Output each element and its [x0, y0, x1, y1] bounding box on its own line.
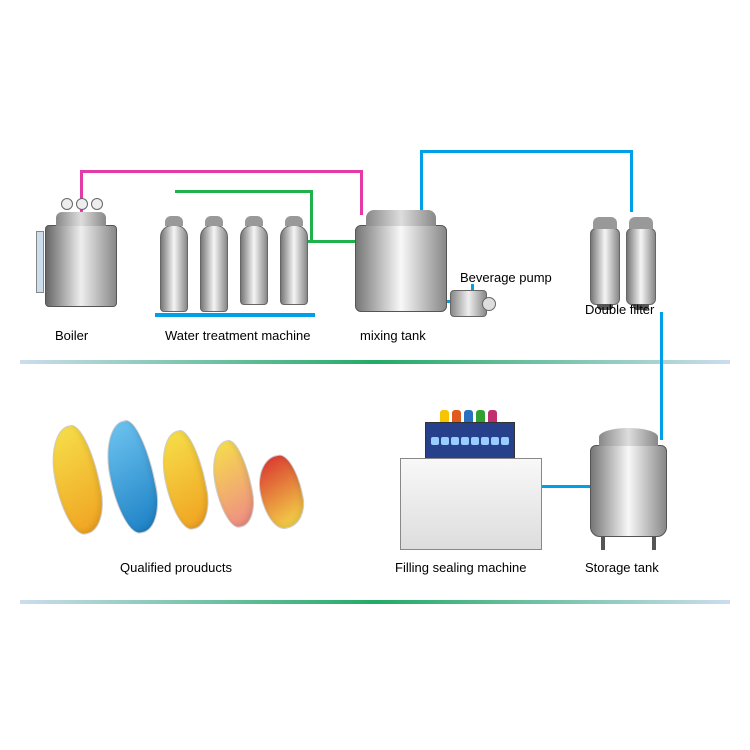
product-pouch: [44, 422, 110, 539]
filling-control-panel: [425, 422, 515, 460]
product-pouch: [155, 427, 215, 533]
label-qualified-products: Qualified prouducts: [120, 560, 232, 575]
filling-sealing-machine: [400, 410, 540, 550]
boiler: [45, 225, 117, 307]
label-water-treatment: Water treatment machine: [165, 328, 310, 343]
label-boiler: Boiler: [55, 328, 88, 343]
product-pouch: [206, 437, 260, 531]
process-diagram: Boiler Water treatment machine mixing ta…: [0, 0, 750, 750]
double-filter: [590, 220, 660, 315]
water-treatment: [160, 215, 330, 320]
beverage-pump: [450, 290, 487, 317]
mixing-tank: [355, 225, 447, 312]
label-filling-sealing: Filling sealing machine: [395, 560, 527, 575]
label-mixing-tank: mixing tank: [360, 328, 426, 343]
storage-tank: [590, 445, 667, 537]
label-beverage-pump: Beverage pump: [460, 270, 552, 285]
label-storage-tank: Storage tank: [585, 560, 659, 575]
product-pouch: [99, 417, 166, 538]
label-double-filter: Double filter: [585, 302, 654, 317]
product-pouch: [253, 451, 309, 532]
